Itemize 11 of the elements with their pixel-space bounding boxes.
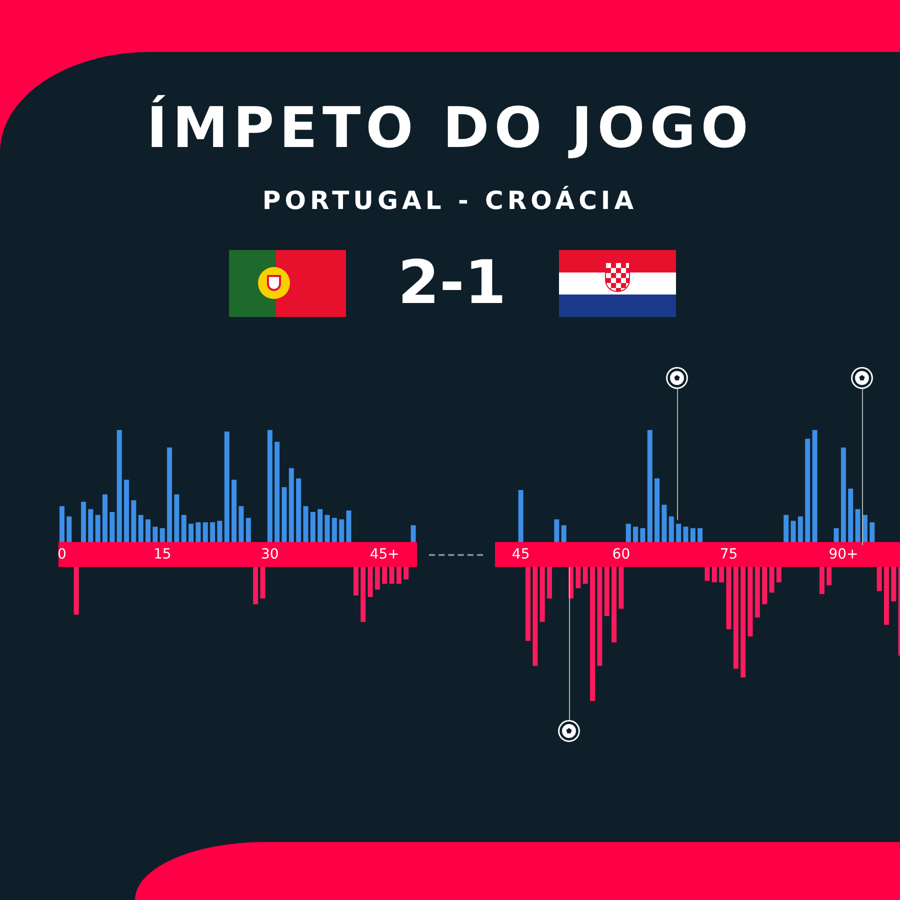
- chart-subtitle: PORTUGAL - CROÁCIA: [261, 186, 639, 215]
- x-tick-label: 45+: [370, 546, 400, 562]
- x-tick-label: 90+: [828, 546, 858, 562]
- text: 2-1: [396, 248, 508, 318]
- x-tick-label: 75: [720, 546, 738, 562]
- x-tick-label: 15: [153, 546, 172, 562]
- x-tick-label: 0: [58, 546, 66, 562]
- x-tick-label: 60: [612, 546, 630, 562]
- chart-title: ÍMPETO DO JOGO: [146, 96, 754, 161]
- x-tick-label: 45: [512, 546, 530, 562]
- x-tick-label: 30: [260, 546, 279, 562]
